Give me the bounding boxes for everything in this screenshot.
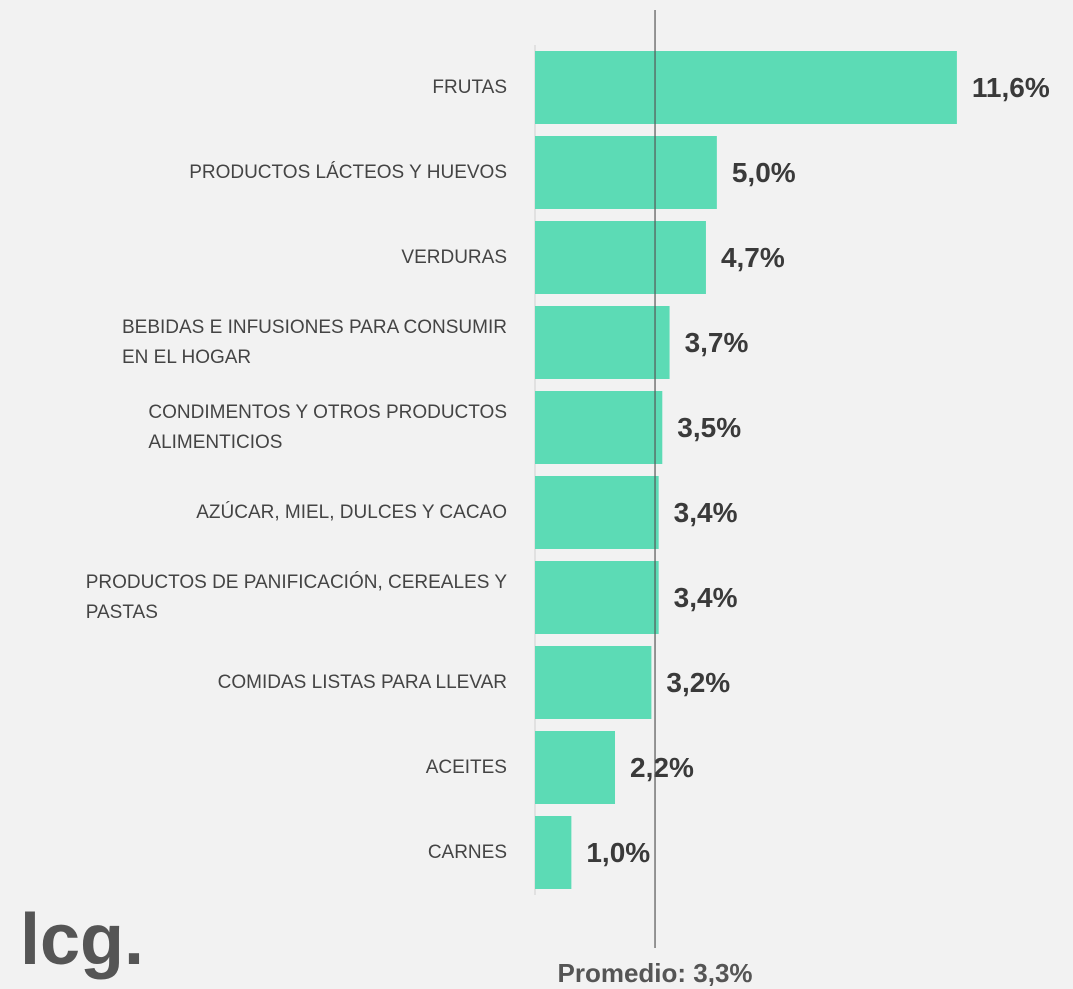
value-label: 1,0%	[586, 837, 650, 868]
value-label: 3,4%	[674, 497, 738, 528]
category-label: CARNES	[0, 838, 507, 868]
category-label: CONDIMENTOS Y OTROS PRODUCTOS ALIMENTICI…	[0, 398, 507, 458]
category-text: PRODUCTOS LÁCTEOS Y HUEVOS	[189, 161, 507, 183]
logo: lcg.	[20, 900, 144, 980]
value-label: 3,2%	[666, 667, 730, 698]
category-text: CONDIMENTOS Y OTROS PRODUCTOS ALIMENTICI…	[148, 401, 507, 453]
value-label: 3,7%	[685, 327, 749, 358]
bar	[535, 306, 670, 379]
value-label: 11,6%	[972, 72, 1050, 103]
category-label: PRODUCTOS LÁCTEOS Y HUEVOS	[0, 158, 507, 188]
category-label: BEBIDAS E INFUSIONES PARA CONSUMIR EN EL…	[0, 313, 507, 373]
value-label: 3,5%	[677, 412, 741, 443]
bar	[535, 646, 652, 719]
value-label: 5,0%	[732, 157, 796, 188]
category-text: AZÚCAR, MIEL, DULCES Y CACAO	[196, 501, 507, 523]
category-label: COMIDAS LISTAS PARA LLEVAR	[0, 668, 507, 698]
category-text: COMIDAS LISTAS PARA LLEVAR	[217, 671, 507, 693]
category-text: PRODUCTOS DE PANIFICACIÓN, CEREALES Y PA…	[85, 571, 507, 623]
bar	[535, 391, 663, 464]
value-label: 2,2%	[630, 752, 694, 783]
average-label: Promedio: 3,3%	[557, 958, 752, 988]
bar	[535, 476, 659, 549]
category-text: BEBIDAS E INFUSIONES PARA CONSUMIR EN EL…	[121, 316, 507, 368]
bar	[535, 731, 616, 804]
bar	[535, 221, 706, 294]
category-label: ACEITES	[0, 753, 507, 783]
category-label: PRODUCTOS DE PANIFICACIÓN, CEREALES Y PA…	[0, 568, 507, 628]
bar	[535, 561, 659, 634]
category-text: FRUTAS	[432, 76, 507, 98]
category-text: CARNES	[427, 841, 507, 863]
bar	[535, 816, 572, 889]
category-text: ACEITES	[425, 756, 507, 778]
value-label: 4,7%	[721, 242, 785, 273]
category-text: VERDURAS	[401, 246, 507, 268]
category-label: AZÚCAR, MIEL, DULCES Y CACAO	[0, 498, 507, 528]
value-label: 3,4%	[674, 582, 738, 613]
category-label: FRUTAS	[0, 73, 507, 103]
category-label: VERDURAS	[0, 243, 507, 273]
bar	[535, 136, 717, 209]
bar	[535, 51, 957, 124]
